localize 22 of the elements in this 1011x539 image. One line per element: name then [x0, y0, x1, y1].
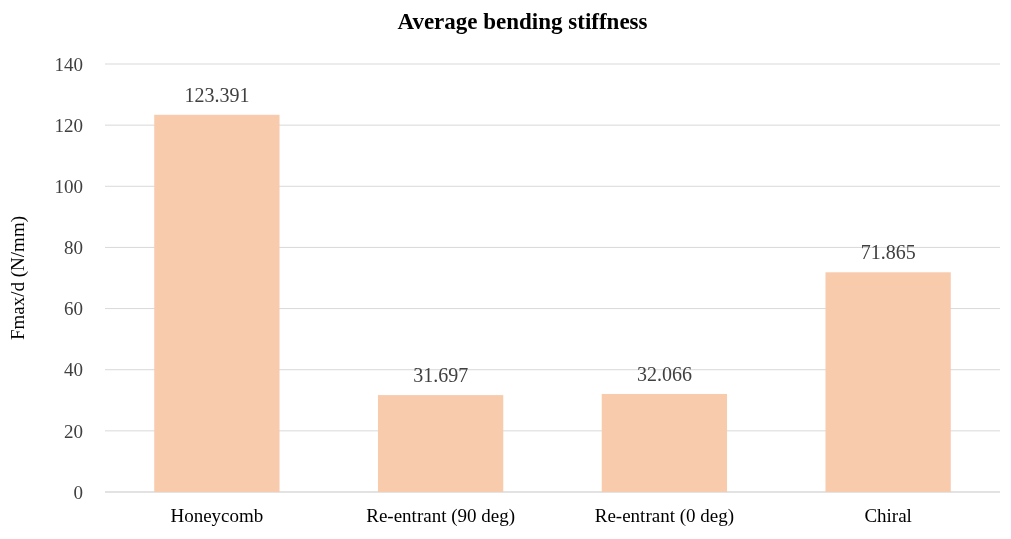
data-label: 32.066: [636, 362, 692, 385]
data-label: 123.391: [184, 83, 250, 106]
y-axis-title: Fmax/d (N/mm): [7, 215, 29, 341]
x-tick-label: Re-entrant (90 deg): [366, 505, 516, 527]
y-tick-label: 60: [64, 298, 83, 320]
bar: [825, 272, 951, 492]
x-tick-label: Chiral: [864, 505, 912, 526]
y-tick-label: 20: [64, 420, 83, 442]
y-tick-label: 0: [73, 481, 83, 503]
bar: [601, 393, 728, 492]
y-tick-label: 40: [64, 359, 83, 381]
y-tick-label: 120: [54, 114, 83, 136]
chart-title: Average bending stiffness: [397, 9, 648, 34]
y-tick-label: 80: [64, 237, 83, 259]
bar: [154, 114, 280, 492]
y-tick-label: 140: [54, 53, 83, 75]
data-label: 71.865: [860, 241, 916, 264]
y-tick-label: 100: [54, 175, 83, 197]
data-label: 31.697: [413, 364, 469, 387]
bar: [377, 395, 504, 492]
x-tick-label: Honeycomb: [170, 505, 264, 526]
x-tick-label: Re-entrant (0 deg): [594, 505, 735, 527]
